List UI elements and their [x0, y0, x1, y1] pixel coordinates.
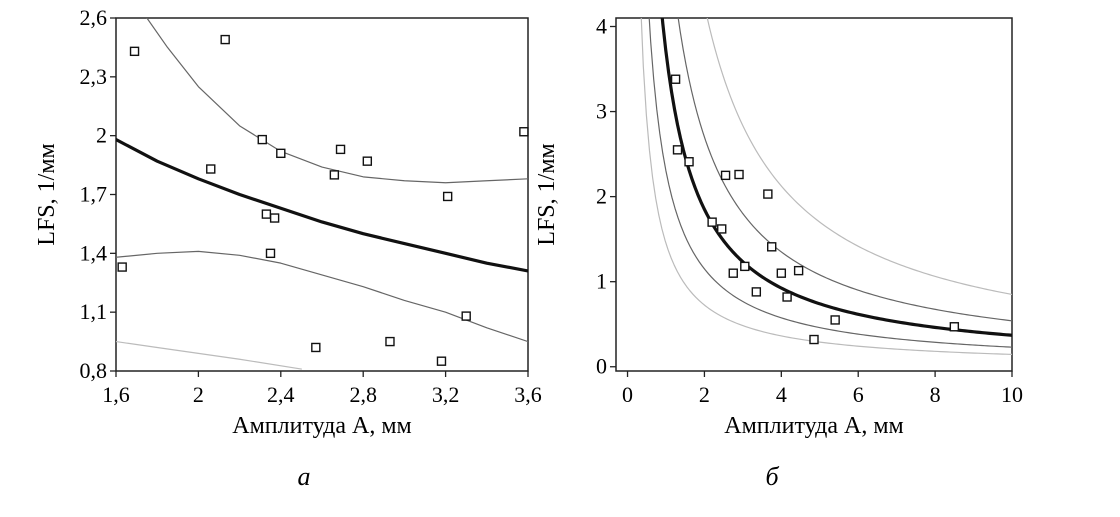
- x-tick-label: 2: [699, 382, 710, 407]
- panel-caption: б: [765, 462, 779, 491]
- data-point: [329, 170, 340, 180]
- data-point: [519, 127, 529, 137]
- data-point: [311, 342, 321, 353]
- y-tick-label: 2,3: [80, 64, 108, 89]
- data-point: [684, 157, 694, 167]
- x-tick-label: 2: [193, 382, 204, 407]
- data-point: [720, 170, 731, 181]
- data-point: [672, 145, 683, 155]
- y-tick-label: 1,4: [80, 240, 108, 265]
- y-tick-label: 4: [596, 14, 607, 39]
- data-point: [362, 156, 373, 166]
- x-tick-label: 6: [853, 382, 864, 407]
- curves: [116, 18, 528, 370]
- data-point: [949, 322, 960, 332]
- y-axis-label: LFS, 1/мм: [534, 143, 560, 245]
- x-axis-label: Амплитуда A, мм: [724, 413, 903, 439]
- data-point: [767, 242, 777, 252]
- data-point: [740, 261, 750, 272]
- data-point: [707, 217, 717, 227]
- panel-b-chart: 0 2 4 6 8 10 0 1 2 3 4 Амплитуда A, мм LFS, 1/мм б: [534, 14, 1023, 491]
- panel-a-chart: 1,6 2 2,4 2,8 3,2 3,6 0,8 1,1 1,4 1,7 2 2,3 2,6 Ампли…: [34, 5, 542, 491]
- data-point: [269, 213, 280, 223]
- y-axis-label: LFS, 1/мм: [34, 143, 60, 245]
- x-tick-label: 3,6: [514, 382, 542, 407]
- data-point: [830, 315, 840, 325]
- y-tick-label: 3: [596, 99, 607, 124]
- curve-inner-upper: [677, 18, 1012, 322]
- x-tick-label: 2,8: [349, 382, 377, 407]
- x-tick-label: 2,4: [267, 382, 295, 407]
- data-point: [257, 134, 267, 145]
- data-point: [782, 292, 792, 302]
- y-tick-label: 1: [596, 269, 607, 294]
- plot-frame: [615, 17, 1013, 372]
- x-tick-label: 4: [776, 382, 787, 407]
- data-point: [117, 262, 127, 272]
- data-point: [717, 224, 727, 234]
- x-axis-label: Амплитуда A, мм: [232, 413, 411, 439]
- x-tick-label: 0: [622, 382, 633, 407]
- data-point: [265, 248, 276, 259]
- curve-outer-lower: [640, 18, 1012, 356]
- curve-inner-lower: [648, 18, 1012, 348]
- curve-lower-band: [116, 250, 528, 343]
- curve-fit: [660, 18, 1012, 337]
- y-tick-label: 1,7: [80, 182, 108, 207]
- panel-caption: а: [298, 462, 311, 491]
- data-point: [728, 268, 738, 278]
- data-point: [261, 209, 272, 219]
- y-tick-label: 0: [596, 354, 607, 379]
- data-point: [129, 46, 140, 57]
- data-point: [734, 169, 744, 180]
- data-point: [335, 144, 346, 155]
- y-tick-label: 1,1: [80, 299, 108, 324]
- data-point: [276, 148, 286, 159]
- data-point: [385, 336, 395, 347]
- curve-outer-upper: [706, 18, 1012, 296]
- data-point: [220, 34, 230, 45]
- data-point: [442, 191, 453, 202]
- curve-fit: [116, 137, 528, 273]
- curve-lower-outer: [116, 340, 302, 370]
- x-tick-label: 10: [1001, 382, 1023, 407]
- curve-upper-band: [146, 18, 528, 184]
- x-tick-label: 3,2: [432, 382, 460, 407]
- data-point: [809, 334, 819, 345]
- y-tick-label: 2: [96, 123, 107, 148]
- curves: [640, 18, 1012, 356]
- data-point: [206, 164, 216, 174]
- x-tick-label: 8: [930, 382, 941, 407]
- data-point: [461, 311, 471, 321]
- x-tick-label: 1,6: [102, 382, 130, 407]
- data-point: [793, 265, 804, 276]
- data-point: [436, 356, 447, 366]
- data-point: [776, 268, 787, 278]
- data-point: [751, 287, 762, 297]
- data-point: [670, 74, 681, 84]
- y-tick-label: 2: [596, 184, 607, 209]
- y-tick-label: 0,8: [80, 358, 108, 383]
- y-tick-label: 2,6: [80, 5, 108, 30]
- data-point: [763, 189, 773, 199]
